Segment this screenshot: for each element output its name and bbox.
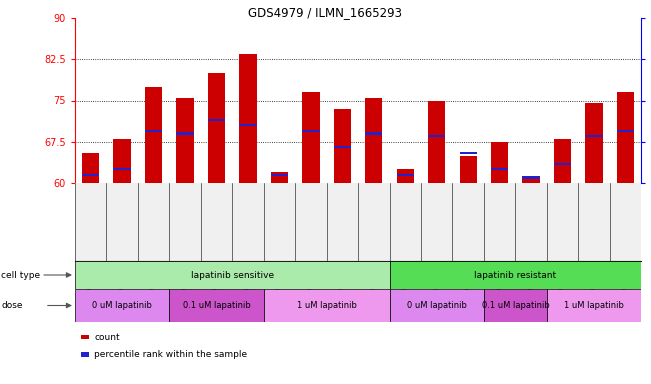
- Text: dose: dose: [1, 301, 23, 310]
- Bar: [365, 132, 382, 135]
- Bar: [240, 124, 256, 126]
- Text: percentile rank within the sample: percentile rank within the sample: [94, 350, 247, 359]
- Bar: [523, 177, 540, 183]
- Bar: [617, 129, 634, 132]
- Bar: [208, 119, 225, 121]
- Bar: [271, 174, 288, 176]
- Bar: [491, 142, 508, 183]
- Bar: [82, 174, 99, 176]
- Bar: [208, 73, 225, 183]
- Text: lapatinib sensitive: lapatinib sensitive: [191, 270, 274, 280]
- Bar: [585, 103, 603, 183]
- Text: lapatinib resistant: lapatinib resistant: [475, 270, 557, 280]
- Bar: [484, 289, 547, 322]
- Text: 0.1 uM lapatinib: 0.1 uM lapatinib: [482, 301, 549, 310]
- Bar: [547, 289, 641, 322]
- Bar: [428, 135, 445, 137]
- Bar: [585, 135, 603, 137]
- Bar: [523, 176, 540, 179]
- Bar: [302, 92, 320, 183]
- Bar: [75, 261, 389, 289]
- Bar: [554, 139, 571, 183]
- Bar: [264, 289, 389, 322]
- Text: 0 uM lapatinib: 0 uM lapatinib: [92, 301, 152, 310]
- Bar: [554, 162, 571, 165]
- Bar: [396, 169, 414, 183]
- Bar: [389, 289, 484, 322]
- Bar: [617, 92, 634, 183]
- Text: 0 uM lapatinib: 0 uM lapatinib: [407, 301, 467, 310]
- Bar: [302, 129, 320, 132]
- Bar: [460, 152, 477, 154]
- Text: 1 uM lapatinib: 1 uM lapatinib: [297, 301, 357, 310]
- Bar: [145, 87, 162, 183]
- Text: cell type: cell type: [1, 270, 40, 280]
- Bar: [82, 153, 99, 183]
- Bar: [113, 139, 131, 183]
- Bar: [145, 129, 162, 132]
- Text: 1 uM lapatinib: 1 uM lapatinib: [564, 301, 624, 310]
- Bar: [271, 172, 288, 183]
- Text: 0.1 uM lapatinib: 0.1 uM lapatinib: [182, 301, 251, 310]
- Bar: [176, 132, 193, 135]
- Bar: [176, 98, 193, 183]
- Text: count: count: [94, 333, 120, 341]
- Bar: [169, 289, 264, 322]
- Bar: [491, 168, 508, 170]
- Bar: [75, 289, 169, 322]
- Bar: [460, 156, 477, 183]
- Bar: [428, 101, 445, 183]
- Bar: [389, 261, 641, 289]
- Bar: [240, 54, 256, 183]
- Bar: [334, 109, 351, 183]
- Bar: [334, 146, 351, 149]
- Bar: [396, 174, 414, 176]
- Bar: [365, 98, 382, 183]
- Text: GDS4979 / ILMN_1665293: GDS4979 / ILMN_1665293: [249, 6, 402, 19]
- Bar: [113, 168, 131, 170]
